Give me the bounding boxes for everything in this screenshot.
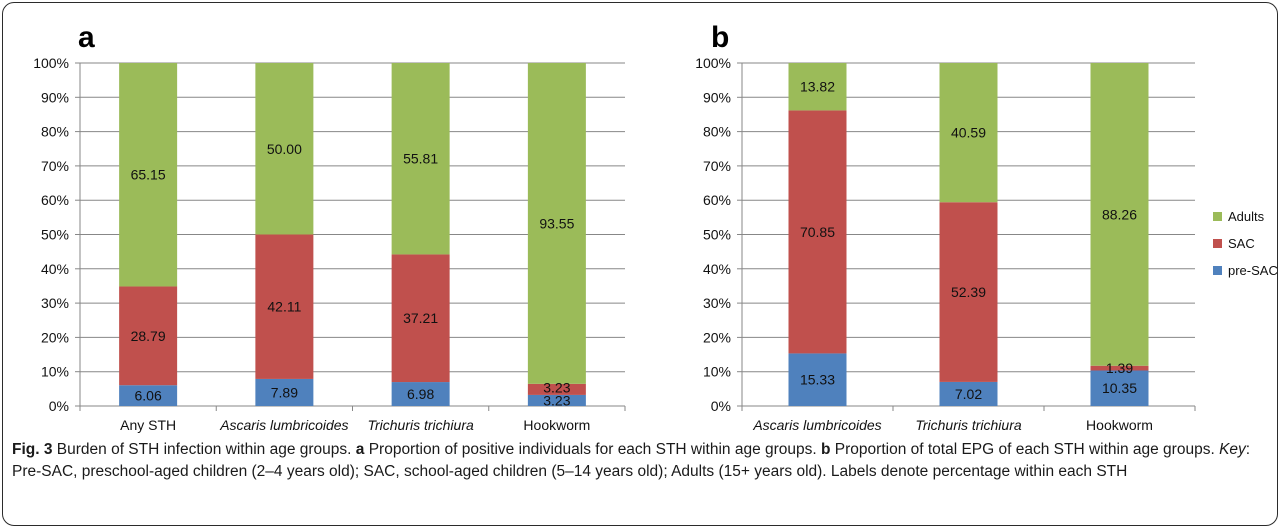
panel-b-ytick-label: 20%	[703, 329, 731, 345]
legend-label-sac: SAC	[1228, 236, 1255, 251]
panel-a-data-label-sac: 28.79	[131, 328, 166, 344]
panel-a-ytick-label: 0%	[49, 398, 69, 414]
panel-b-data-label-adults: 40.59	[951, 125, 986, 141]
panel-a-bar-pre-sac	[255, 378, 314, 406]
panel-b-category-label: Hookworm	[1086, 417, 1153, 433]
panel-a-data-label-adults: 50.00	[267, 141, 302, 157]
panel-b-data-label-adults: 13.82	[800, 79, 835, 95]
panel-b-ytick-label: 0%	[711, 398, 731, 414]
panel-a-ytick-label: 10%	[41, 364, 69, 380]
panel-a-data-label-pre-sac: 3.23	[543, 392, 570, 408]
panel-a-ytick-label: 80%	[41, 124, 69, 140]
panel-a-data-label-adults: 65.15	[131, 167, 166, 183]
panel-a-bar-sac	[527, 383, 586, 395]
panel-a-ytick-label: 100%	[33, 55, 69, 71]
panel-b-data-label-pre-sac: 15.33	[800, 372, 835, 388]
caption-text-1: Burden of STH infection within age group…	[52, 441, 356, 458]
legend-swatch-pre-sac	[1213, 266, 1222, 275]
panel-a-bar-pre-sac	[527, 394, 586, 406]
panel-a-ytick-label: 60%	[41, 192, 69, 208]
legend-label-pre-sac: pre-SAC	[1228, 263, 1278, 278]
panel-b-bar-pre-sac	[788, 353, 847, 406]
panel-b-category-label: Trichuris trichiura	[915, 417, 1022, 433]
figure-caption: Fig. 3 Burden of STH infection within ag…	[12, 439, 1267, 483]
panel-b-ytick-label: 10%	[703, 364, 731, 380]
caption-panel-b: b	[821, 441, 831, 458]
caption-panel-a: a	[355, 441, 365, 458]
panel-b-data-label-sac: 1.39	[1106, 360, 1133, 376]
panel-b-bar-sac	[788, 110, 847, 354]
panel-a-ytick-label: 20%	[41, 329, 69, 345]
panel-a-data-label-sac: 3.23	[543, 379, 570, 395]
panel-a-letter: a	[78, 21, 95, 54]
panel-a-data-label-pre-sac: 7.89	[271, 384, 298, 400]
panel-b-ytick-label: 80%	[703, 124, 731, 140]
panel-b-category-label: Ascaris lumbricoides	[752, 417, 881, 433]
panel-a-data-label-pre-sac: 6.98	[407, 386, 434, 402]
panel-b-data-label-sac: 52.39	[951, 284, 986, 300]
caption-text-2: Proportion of positive individuals for e…	[364, 441, 822, 458]
chart-area: a 0% 10% 20% 30% 40% 50% 60% 70% 80% 90% 100% 6.06 28…	[33, 21, 1278, 433]
panel-a-ytick-label: 50%	[41, 227, 69, 243]
panel-b-data-label-pre-sac: 7.02	[955, 386, 982, 402]
panel-b-ytick-label: 40%	[703, 261, 731, 277]
panel-b-ytick-label: 50%	[703, 227, 731, 243]
legend-label-adults: Adults	[1228, 209, 1265, 224]
panel-b-ytick-label: 70%	[703, 158, 731, 174]
legend-swatch-adults	[1213, 212, 1222, 221]
panel-b-ytick-label: 30%	[703, 295, 731, 311]
panel-b-data-label-sac: 70.85	[800, 224, 835, 240]
panel-a-bar-adults	[391, 63, 450, 255]
panel-a-bar-adults	[255, 63, 314, 235]
panel-b-bar-pre-sac	[939, 381, 998, 406]
panel-a-category-label: Any STH	[120, 417, 176, 433]
caption-fig-label: Fig. 3	[12, 441, 53, 458]
panel-b-bar-adults	[1090, 63, 1149, 366]
panel-b-letter: b	[711, 21, 729, 54]
caption-text-4: : Pre-SAC, preschool-aged children (2–4 …	[12, 441, 1251, 480]
panel-a-data-label-pre-sac: 6.06	[135, 388, 162, 404]
caption-key: Key	[1219, 441, 1246, 458]
panel-b-bar-adults	[788, 63, 847, 111]
panel-a-category-label: Ascaris lumbricoides	[219, 417, 348, 433]
panel-b-bar-pre-sac	[1090, 370, 1149, 406]
legend-swatch-sac	[1213, 239, 1222, 248]
panel-b-bar-sac	[1090, 365, 1149, 371]
panel-a-category-label: Trichuris trichiura	[367, 417, 474, 433]
panel-a-bar-adults	[527, 62, 586, 384]
panel-a-bar-pre-sac	[119, 385, 178, 406]
panel-a-bar-sac	[255, 234, 314, 379]
panel-a-ytick-label: 40%	[41, 261, 69, 277]
panel-a-data-label-sac: 42.11	[267, 299, 301, 315]
panel-b-ytick-label: 60%	[703, 192, 731, 208]
panel-a-data-label-adults: 55.81	[403, 151, 438, 167]
panel-a-bar-sac	[119, 286, 178, 386]
panel-a-ytick-label: 70%	[41, 158, 69, 174]
panel-b-data-label-adults: 88.26	[1102, 206, 1137, 222]
panel-b-ytick-label: 100%	[695, 55, 731, 71]
panel-b-bar-sac	[939, 202, 998, 382]
panel-a-bar-adults	[119, 63, 178, 287]
panel-a-data-label-adults: 93.55	[539, 215, 574, 231]
panel-a-category-label: Hookworm	[523, 417, 590, 433]
panel-b-ytick-label: 90%	[703, 89, 731, 105]
panel-a-data-label-sac: 37.21	[403, 310, 438, 326]
panel-a-bar-sac	[391, 254, 450, 383]
panel-b-data-label-pre-sac: 10.35	[1102, 380, 1137, 396]
panel-a-ytick-label: 30%	[41, 295, 69, 311]
panel-a-ytick-label: 90%	[41, 89, 69, 105]
panel-a-bar-pre-sac	[391, 382, 450, 406]
caption-text-3: Proportion of total EPG of each STH with…	[830, 441, 1220, 458]
panel-b-bar-adults	[939, 63, 998, 203]
